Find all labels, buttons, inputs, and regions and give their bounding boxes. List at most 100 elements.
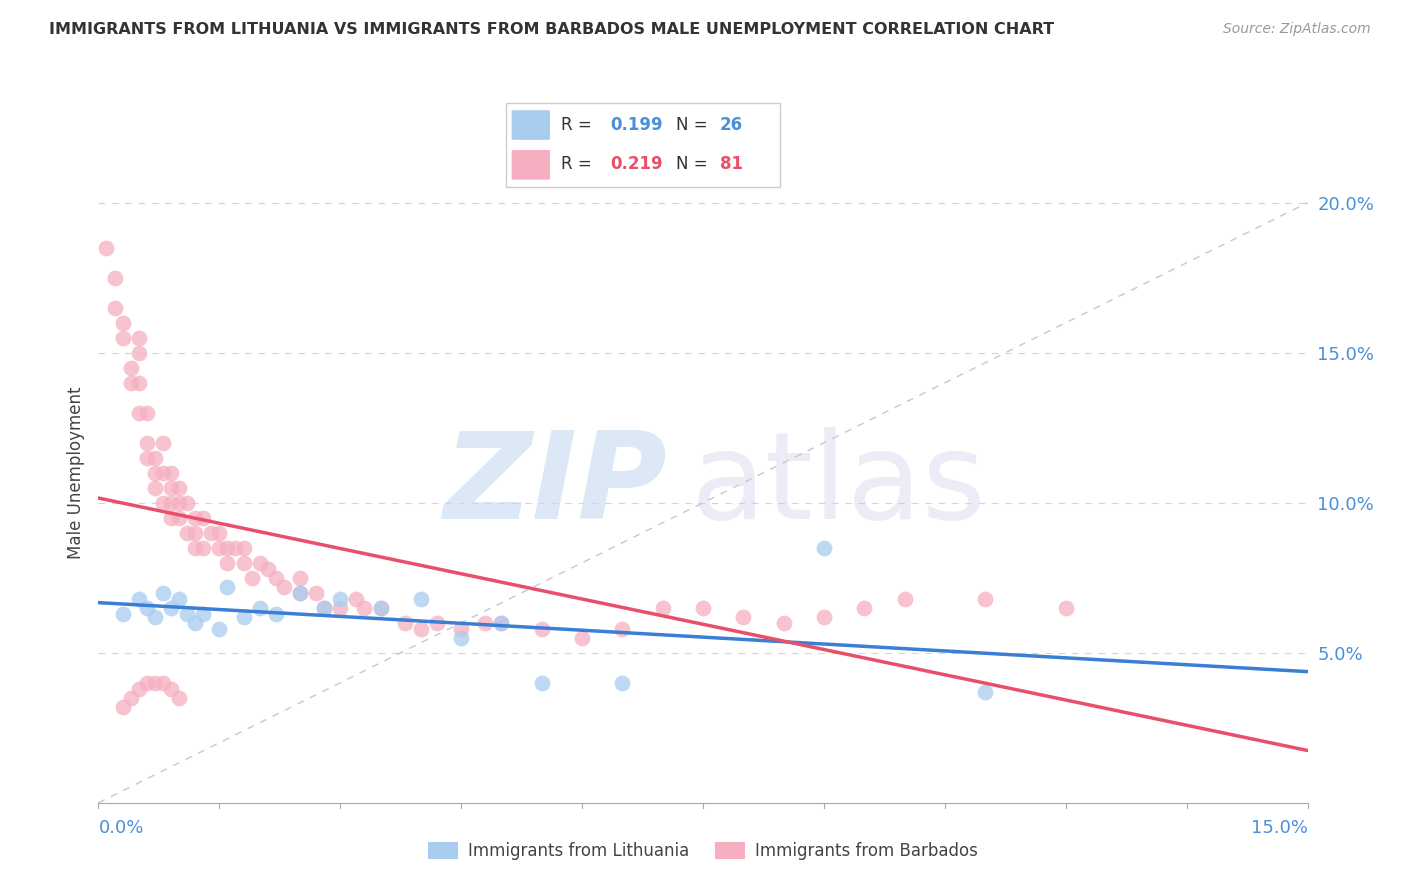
Point — [530, 675, 553, 690]
Point — [184, 541, 207, 555]
FancyBboxPatch shape — [506, 103, 780, 187]
Point — [193, 510, 215, 524]
Point — [232, 609, 254, 624]
Point — [200, 525, 222, 540]
Point — [111, 316, 134, 330]
Point — [450, 622, 472, 636]
Point — [288, 586, 311, 600]
Text: 26: 26 — [720, 116, 744, 134]
Point — [264, 571, 287, 585]
Point — [305, 586, 328, 600]
Point — [450, 631, 472, 645]
Point — [571, 631, 593, 645]
Point — [530, 622, 553, 636]
Point — [135, 406, 157, 420]
Point — [288, 571, 311, 585]
Point — [167, 591, 190, 606]
Point — [426, 615, 449, 630]
Point — [152, 435, 174, 450]
Point — [128, 681, 150, 696]
Point — [273, 580, 295, 594]
Text: R =: R = — [561, 116, 598, 134]
Point — [208, 541, 231, 555]
Point — [135, 600, 157, 615]
Point — [249, 556, 271, 570]
Point — [491, 615, 513, 630]
Point — [128, 591, 150, 606]
Point — [160, 496, 183, 510]
Point — [111, 699, 134, 714]
Point — [193, 607, 215, 621]
Point — [893, 591, 915, 606]
Point — [128, 345, 150, 359]
Point — [474, 615, 496, 630]
Text: ZIP: ZIP — [443, 427, 666, 544]
Point — [176, 496, 198, 510]
Point — [160, 481, 183, 495]
Point — [329, 591, 352, 606]
Point — [224, 541, 246, 555]
Point — [409, 622, 432, 636]
Point — [208, 525, 231, 540]
Point — [288, 586, 311, 600]
Point — [152, 466, 174, 480]
Point — [692, 600, 714, 615]
Point — [370, 600, 392, 615]
Point — [264, 607, 287, 621]
Point — [167, 481, 190, 495]
Point — [176, 525, 198, 540]
Point — [160, 510, 183, 524]
Point — [143, 466, 166, 480]
Point — [193, 541, 215, 555]
Point — [135, 675, 157, 690]
Text: 0.199: 0.199 — [610, 116, 664, 134]
Text: atlas: atlas — [690, 427, 987, 544]
Text: R =: R = — [561, 155, 598, 173]
Y-axis label: Male Unemployment: Male Unemployment — [66, 386, 84, 559]
Point — [353, 600, 375, 615]
Point — [143, 675, 166, 690]
Point — [217, 556, 239, 570]
Point — [167, 690, 190, 705]
Point — [256, 562, 278, 576]
Text: IMMIGRANTS FROM LITHUANIA VS IMMIGRANTS FROM BARBADOS MALE UNEMPLOYMENT CORRELAT: IMMIGRANTS FROM LITHUANIA VS IMMIGRANTS … — [49, 22, 1054, 37]
Point — [96, 241, 118, 255]
Point — [1054, 600, 1077, 615]
Point — [120, 690, 142, 705]
Point — [409, 591, 432, 606]
Point — [344, 591, 367, 606]
Point — [128, 331, 150, 345]
Point — [152, 586, 174, 600]
Point — [394, 615, 416, 630]
Point — [143, 609, 166, 624]
Point — [249, 600, 271, 615]
Point — [152, 496, 174, 510]
Point — [160, 681, 183, 696]
Text: Source: ZipAtlas.com: Source: ZipAtlas.com — [1223, 22, 1371, 37]
Point — [176, 607, 198, 621]
Legend: Immigrants from Lithuania, Immigrants from Barbados: Immigrants from Lithuania, Immigrants fr… — [422, 836, 984, 867]
Point — [184, 510, 207, 524]
Point — [813, 541, 835, 555]
Point — [184, 615, 207, 630]
Point — [120, 360, 142, 375]
Point — [974, 685, 997, 699]
Point — [167, 510, 190, 524]
Point — [240, 571, 263, 585]
Point — [217, 541, 239, 555]
Text: N =: N = — [676, 116, 713, 134]
Text: 81: 81 — [720, 155, 742, 173]
Point — [184, 525, 207, 540]
Point — [612, 622, 634, 636]
Point — [128, 406, 150, 420]
Text: N =: N = — [676, 155, 713, 173]
Point — [232, 556, 254, 570]
Point — [167, 496, 190, 510]
Point — [120, 376, 142, 390]
Point — [111, 331, 134, 345]
Point — [370, 600, 392, 615]
Point — [128, 376, 150, 390]
Point — [314, 600, 336, 615]
Point — [103, 270, 125, 285]
FancyBboxPatch shape — [512, 150, 550, 179]
